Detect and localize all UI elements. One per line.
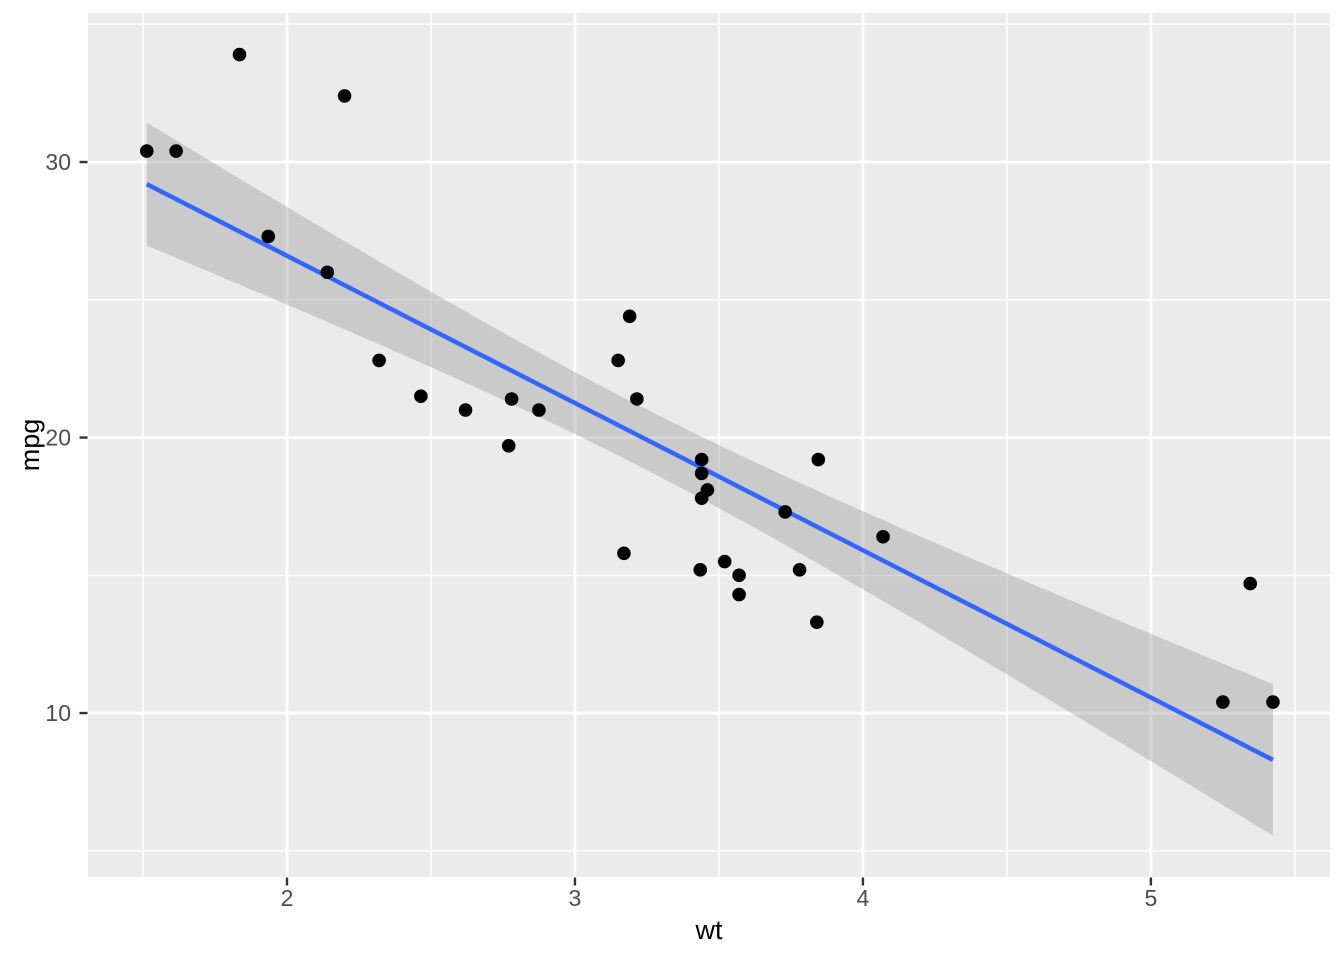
data-point [139,144,154,158]
data-point [617,546,631,561]
x-tick-label: 3 [569,885,582,911]
data-point [717,554,732,569]
x-axis-title: wt [695,915,723,945]
data-point [694,466,709,481]
data-points [139,47,1280,709]
y-tick-label: 20 [45,425,71,451]
data-point [693,563,708,577]
x-tick-label: 2 [281,885,294,911]
data-point [501,439,516,453]
data-point [611,353,625,368]
y-tick-label: 10 [45,700,71,726]
x-tick-label: 4 [857,885,870,911]
y-tick-label: 30 [45,149,71,175]
data-point [372,353,386,368]
major-gridlines [88,13,1330,877]
data-point [169,144,183,158]
y-axis-title: mpg [15,419,45,472]
data-point [694,452,709,467]
confidence-ribbon [146,122,1273,836]
data-point [694,491,709,505]
data-point [811,452,826,467]
data-point [1266,695,1280,709]
data-point [337,89,352,103]
data-point [458,403,473,417]
data-point [504,392,519,406]
data-point [630,392,644,406]
data-point [792,563,807,577]
data-point [778,505,792,519]
minor-gridlines [88,13,1330,877]
data-point [414,389,428,404]
data-point [1216,695,1230,709]
regression-line [145,182,1275,762]
panel-background [88,13,1330,877]
x-axis: 2 3 4 5 [281,877,1157,911]
x-tick-label: 5 [1144,885,1157,911]
y-axis: 10 20 30 [45,149,88,726]
data-point [261,229,276,244]
data-point [876,529,890,544]
data-point [732,568,746,583]
data-point [532,403,546,417]
data-point [320,265,335,280]
data-point [810,615,824,629]
data-point [732,587,746,602]
data-point [1243,576,1258,591]
data-point [232,47,247,62]
data-point [622,309,637,324]
